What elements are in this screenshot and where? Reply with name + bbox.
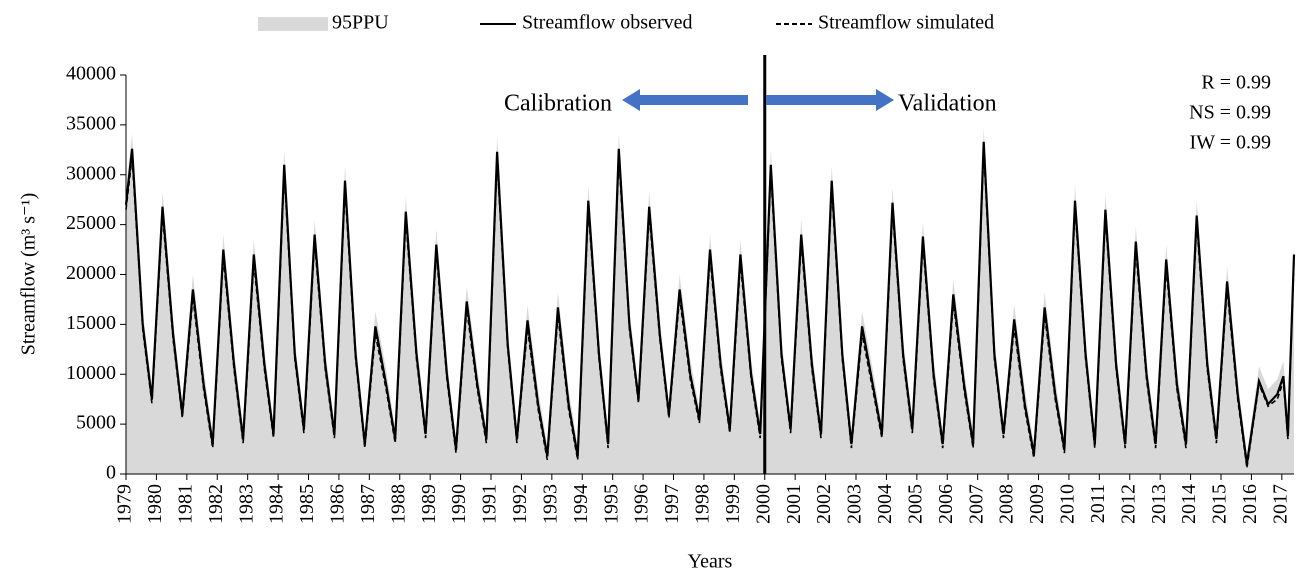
validation-label: Validation: [898, 91, 997, 117]
x-tick-label: 1999: [722, 484, 744, 524]
x-tick-label: 2016: [1239, 484, 1261, 524]
y-tick-label: 30000: [66, 162, 116, 184]
x-tick-label: 1985: [296, 484, 318, 524]
ppu-band: [126, 126, 1294, 475]
x-tick-label: 1980: [144, 484, 166, 524]
x-tick-label: 2004: [874, 484, 896, 524]
x-tick-label: 2011: [1087, 484, 1109, 523]
x-tick-label: 2009: [1026, 484, 1048, 524]
legend-label: Streamflow simulated: [818, 12, 994, 34]
y-tick-label: 25000: [66, 212, 116, 234]
stat-label: IW = 0.99: [1190, 132, 1271, 154]
stat-label: NS = 0.99: [1189, 102, 1271, 124]
legend-label: Streamflow observed: [522, 12, 693, 34]
x-tick-label: 1987: [357, 484, 379, 524]
x-tick-label: 2006: [935, 484, 957, 524]
x-tick-label: 2012: [1117, 484, 1139, 524]
x-tick-label: 2005: [904, 484, 926, 524]
stat-label: R = 0.99: [1201, 72, 1271, 94]
legend-swatch: [258, 17, 328, 31]
x-tick-label: 1982: [205, 484, 227, 524]
x-tick-label: 2010: [1057, 484, 1079, 524]
arrow-left: [622, 89, 748, 111]
y-axis-label: Streamflow (m³ s⁻¹): [18, 193, 40, 356]
x-tick-label: 1981: [174, 484, 196, 524]
x-tick-label: 1986: [327, 484, 349, 524]
x-tick-label: 1997: [661, 484, 683, 524]
x-tick-label: 1996: [631, 484, 653, 524]
x-axis-label: Years: [688, 551, 733, 573]
x-tick-label: 2013: [1148, 484, 1170, 524]
x-tick-label: 2015: [1209, 484, 1231, 524]
arrow-right: [766, 89, 894, 111]
x-tick-label: 1979: [114, 484, 136, 524]
x-tick-label: 1998: [692, 484, 714, 524]
legend-label: 95PPU: [332, 12, 389, 34]
x-tick-label: 2008: [996, 484, 1018, 524]
x-tick-label: 1990: [448, 484, 470, 524]
x-tick-label: 2000: [752, 484, 774, 524]
x-tick-label: 2014: [1178, 484, 1200, 524]
x-tick-label: 1983: [235, 484, 257, 524]
y-tick-label: 20000: [66, 262, 116, 284]
x-tick-label: 1984: [266, 484, 288, 524]
x-tick-label: 1992: [509, 484, 531, 524]
x-tick-label: 1994: [570, 484, 592, 524]
x-tick-label: 1988: [387, 484, 409, 524]
x-tick-label: 2007: [965, 484, 987, 524]
y-tick-label: 35000: [66, 112, 116, 134]
y-tick-label: 15000: [66, 312, 116, 334]
x-tick-label: 1989: [418, 484, 440, 524]
x-tick-label: 2017: [1269, 484, 1291, 524]
y-tick-label: 0: [106, 462, 116, 484]
x-tick-label: 2003: [844, 484, 866, 524]
x-tick-label: 1991: [479, 484, 501, 524]
x-tick-label: 1993: [539, 484, 561, 524]
x-tick-label: 1995: [600, 484, 622, 524]
x-tick-label: 2001: [783, 484, 805, 524]
simulated-line: [125, 149, 1295, 469]
y-tick-label: 5000: [76, 412, 116, 434]
calibration-label: Calibration: [504, 91, 612, 117]
y-tick-label: 40000: [66, 63, 116, 85]
y-tick-label: 10000: [66, 362, 116, 384]
x-tick-label: 2002: [813, 484, 835, 524]
